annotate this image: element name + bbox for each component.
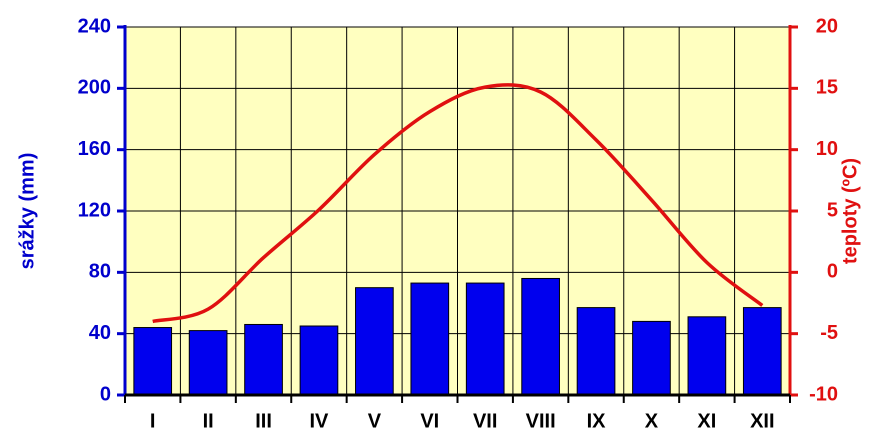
x-tick-label: VIII (526, 410, 556, 432)
x-tick-label: VII (473, 410, 497, 432)
bar (355, 287, 394, 396)
bar (632, 320, 671, 396)
y-tick-label: 160 (78, 138, 111, 160)
x-tick-label: IX (587, 410, 607, 432)
y-tick-label: 200 (78, 77, 111, 99)
bar (687, 316, 727, 396)
y-tick-label: 240 (78, 15, 111, 37)
bar (521, 277, 560, 396)
y2-tick-label: -5 (820, 322, 838, 344)
x-tick-label: IV (310, 410, 330, 432)
x-tick-label: V (368, 410, 382, 432)
x-tick-label: X (645, 410, 659, 432)
x-tick-label: III (255, 410, 272, 432)
y2-axis-label: teploty (ºC) (839, 158, 861, 264)
bar (244, 323, 283, 396)
bar (742, 307, 782, 396)
y-tick-label: 40 (89, 322, 111, 344)
x-tick-label: II (203, 410, 214, 432)
y2-tick-label: 5 (827, 199, 838, 221)
y2-tick-label: 20 (816, 15, 838, 37)
bar (133, 327, 173, 396)
bar (299, 325, 339, 396)
y2-tick-label: -10 (809, 383, 838, 405)
bar (576, 307, 616, 396)
bar (465, 282, 505, 396)
x-tick-label: VI (420, 410, 439, 432)
y-tick-label: 80 (89, 261, 111, 283)
bar (410, 282, 450, 396)
y2-tick-label: 0 (827, 261, 838, 283)
y-tick-label: 0 (100, 383, 111, 405)
temperature-line (152, 83, 764, 324)
x-tick-label: XI (697, 410, 716, 432)
y2-tick-label: 15 (816, 77, 838, 99)
bar (188, 330, 228, 396)
x-tick-label: XII (750, 410, 774, 432)
y-tick-label: 120 (78, 199, 111, 221)
x-tick-label: I (150, 410, 156, 432)
y2-tick-label: 10 (816, 138, 838, 160)
y-axis-label: srážky (mm) (16, 153, 38, 270)
